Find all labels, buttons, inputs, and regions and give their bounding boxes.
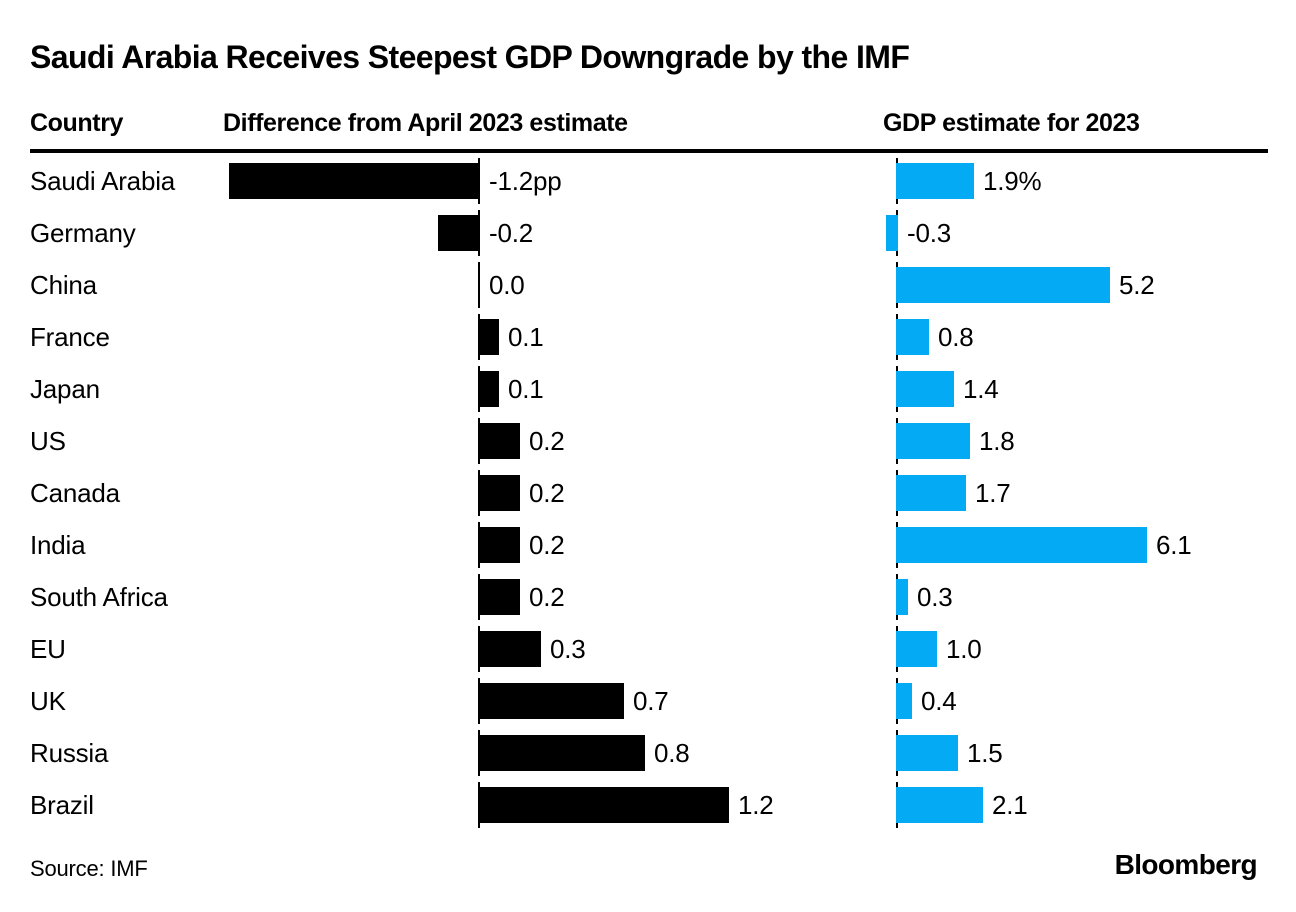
gdp-bar (886, 215, 898, 251)
diff-value-label: 0.0 (489, 270, 525, 300)
gdp-value-label: 1.0 (946, 634, 982, 664)
diff-value-label: 0.1 (508, 322, 544, 352)
diff-bar (478, 735, 645, 771)
country-label: Saudi Arabia (30, 166, 176, 196)
gdp-value-label: 0.3 (917, 582, 953, 612)
gdp-value-label: 1.7 (975, 478, 1011, 508)
diff-bar (478, 371, 499, 407)
country-label: EU (30, 634, 66, 664)
table-row: UK 0.7 0.4 (0, 675, 1296, 727)
diff-value-label: -1.2pp (489, 166, 562, 196)
column-header-gdp: GDP estimate for 2023 (883, 109, 1140, 137)
diff-axis-segment (478, 262, 480, 308)
gdp-value-label: 2.1 (992, 790, 1028, 820)
diff-value-label: 0.2 (529, 426, 565, 456)
diff-value-label: 1.2 (738, 790, 774, 820)
diff-value-label: 0.1 (508, 374, 544, 404)
gdp-bar (896, 423, 970, 459)
country-label: Russia (30, 738, 109, 768)
gdp-bar (896, 631, 937, 667)
gdp-bar (896, 579, 908, 615)
gdp-bar (896, 163, 974, 199)
gdp-bar (896, 267, 1110, 303)
diff-value-label: 0.7 (633, 686, 669, 716)
diff-bar (478, 579, 520, 615)
gdp-value-label: 5.2 (1119, 270, 1155, 300)
gdp-value-label: 0.4 (921, 686, 957, 716)
country-label: Canada (30, 478, 120, 508)
country-label: China (30, 270, 97, 300)
table-row: France 0.1 0.8 (0, 311, 1296, 363)
table-row: Russia 0.8 1.5 (0, 727, 1296, 779)
diff-bar (478, 423, 520, 459)
gdp-value-label: 1.9% (983, 166, 1042, 196)
diff-value-label: -0.2 (489, 218, 534, 248)
country-label: Germany (30, 218, 136, 248)
country-label: UK (30, 686, 66, 716)
chart-title: Saudi Arabia Receives Steepest GDP Downg… (30, 39, 910, 75)
table-row: Canada 0.2 1.7 (0, 467, 1296, 519)
diff-value-label: 0.2 (529, 478, 565, 508)
diff-value-label: 0.2 (529, 582, 565, 612)
country-label: South Africa (30, 582, 168, 612)
header-rule (30, 149, 1268, 153)
source-note: Source: IMF (30, 856, 148, 881)
gdp-value-label: 6.1 (1156, 530, 1192, 560)
diff-value-label: 0.3 (550, 634, 586, 664)
diff-value-label: 0.2 (529, 530, 565, 560)
gdp-value-label: 1.8 (979, 426, 1015, 456)
gdp-value-label: 1.5 (967, 738, 1003, 768)
diff-bar (478, 787, 729, 823)
table-row: Japan 0.1 1.4 (0, 363, 1296, 415)
table-row: Brazil 1.2 2.1 (0, 779, 1296, 831)
table-row: Germany -0.2 -0.3 (0, 207, 1296, 259)
diff-value-label: 0.8 (654, 738, 690, 768)
table-row: South Africa 0.2 0.3 (0, 571, 1296, 623)
country-label: Brazil (30, 790, 94, 820)
diff-bar (478, 527, 520, 563)
diff-bar (478, 683, 624, 719)
table-row: China 0.0 5.2 (0, 259, 1296, 311)
country-label: India (30, 530, 86, 560)
table-row: EU 0.3 1.0 (0, 623, 1296, 675)
chart-rows: Saudi Arabia -1.2pp 1.9% Germany -0.2 -0.3 Chi… (0, 155, 1296, 831)
country-label: Japan (30, 374, 100, 404)
gdp-bar (896, 735, 958, 771)
diff-bar (229, 163, 480, 199)
gdp-bar (896, 527, 1147, 563)
gdp-bar (896, 787, 983, 823)
gdp-bar (896, 319, 929, 355)
bloomberg-logo: Bloomberg (1114, 849, 1258, 880)
gdp-bar (896, 371, 954, 407)
table-row: US 0.2 1.8 (0, 415, 1296, 467)
column-header-difference: Difference from April 2023 estimate (223, 109, 628, 137)
gdp-value-label: 1.4 (963, 374, 999, 404)
column-header-country: Country (30, 109, 124, 137)
diff-bar (478, 631, 541, 667)
country-label: US (30, 426, 66, 456)
country-label: France (30, 322, 110, 352)
table-row: Saudi Arabia -1.2pp 1.9% (0, 155, 1296, 207)
gdp-bar (896, 683, 912, 719)
gdp-value-label: -0.3 (907, 218, 952, 248)
diff-bar (438, 215, 480, 251)
gdp-bar (896, 475, 966, 511)
diff-bar (478, 319, 499, 355)
diff-bar (478, 475, 520, 511)
table-row: India 0.2 6.1 (0, 519, 1296, 571)
gdp-value-label: 0.8 (938, 322, 974, 352)
